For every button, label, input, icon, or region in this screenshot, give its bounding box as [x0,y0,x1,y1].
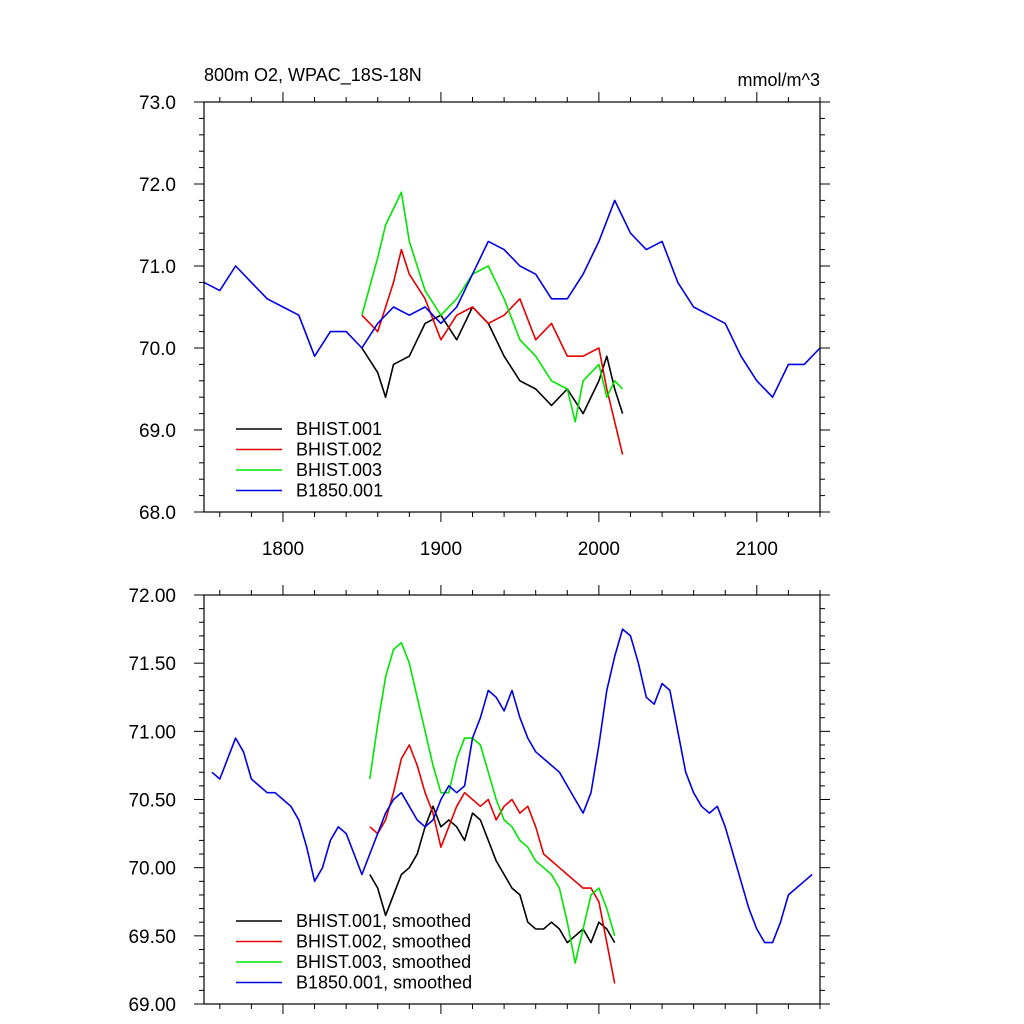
top-plot-frame [203,101,821,513]
top-y-tick-label: 72.0 [139,175,176,196]
top-y-tick-label: 69.0 [139,421,176,442]
top-panel: 1800 1900 2000 2100 68.0 69.0 70.0 71.0 72.0 73.0… [139,65,830,560]
top-series-bhist-002 [361,248,624,455]
bottom-series-bhist-001 [369,805,616,944]
top-y-tick-label: 73.0 [139,93,176,114]
bottom-series-b1850-001 [211,628,813,944]
top-y-tick-label: 70.0 [139,339,176,360]
top-series-bhist-003 [361,191,624,423]
bottom-y-tick-label: 72.00 [128,586,176,607]
top-x-tick-label: 1800 [262,539,304,560]
bottom-y-tick-label: 71.50 [128,654,176,675]
top-units-label: mmol/m^3 [738,70,820,90]
top-series-b1850-001 [204,199,820,399]
top-legend-label: BHIST.002 [296,440,382,460]
bottom-legend-label: BHIST.003, smoothed [296,952,471,972]
bottom-series-bhist-003 [369,641,616,964]
top-legend-label: BHIST.001 [296,419,382,439]
top-y-tick-label: 68.0 [139,503,176,524]
bottom-y-tick-label: 70.50 [128,791,176,812]
bottom-legend-label: BHIST.001, smoothed [296,911,471,931]
bottom-y-tick-label: 69.50 [128,927,176,948]
bottom-legend-label: B1850.001, smoothed [296,973,472,993]
bottom-series-bhist-002 [369,744,616,984]
bottom-legend-label: BHIST.002, smoothed [296,932,471,952]
top-x-tick-label: 2100 [736,539,778,560]
top-series-bhist-001 [361,306,624,415]
bottom-panel: 69.00 69.50 70.00 70.50 71.00 71.50 72.00 BHIST… [128,585,830,1016]
bottom-y-tick-label: 71.00 [128,722,176,743]
top-x-tick-label: 2000 [578,539,620,560]
top-chart-title: 800m O2, WPAC_18S-18N [204,65,422,86]
top-x-tick-label: 1900 [420,539,462,560]
top-legend-label: B1850.001 [296,481,383,501]
bottom-y-tick-label: 70.00 [128,859,176,880]
top-legend-label: BHIST.003 [296,460,382,480]
bottom-y-tick-label: 69.00 [128,995,176,1016]
top-y-tick-label: 71.0 [139,257,176,278]
